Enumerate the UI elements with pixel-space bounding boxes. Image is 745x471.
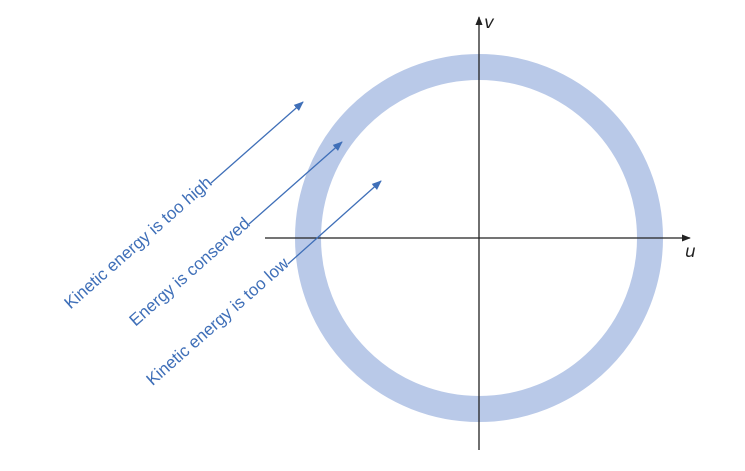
u-axis-label: u (685, 242, 696, 262)
v-axis-label: v (484, 13, 495, 33)
label-kinetic-energy-too-high: Kinetic energy is too high (61, 173, 216, 313)
arrow-energy-conserved (248, 141, 343, 225)
label-kinetic-energy-too-low: Kinetic energy is too low (143, 253, 294, 389)
arrow-kinetic-energy-too-high (210, 101, 304, 184)
arrow-kinetic-energy-too-low (287, 180, 382, 265)
